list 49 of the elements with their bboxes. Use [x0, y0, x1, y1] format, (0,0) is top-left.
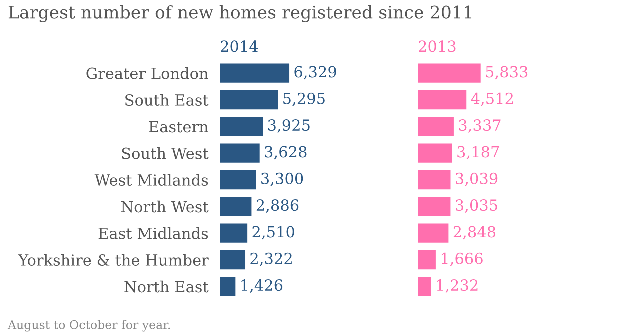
bar: [418, 170, 451, 190]
chart-subtitle: 2014: [221, 40, 258, 52]
data-label: 3,035: [456, 200, 498, 213]
bar: [220, 224, 248, 243]
bar: [220, 117, 264, 136]
data-label: 3,925: [268, 120, 310, 133]
data-label: 3,628: [265, 146, 307, 160]
data-label: 3,187: [458, 146, 500, 160]
data-label: 4,512: [471, 92, 514, 106]
y-tick-label: Greater London: [86, 68, 208, 80]
bar: [418, 224, 449, 243]
bar: [220, 170, 256, 190]
data-label: 2,848: [454, 226, 496, 240]
data-label: 5,833: [486, 66, 528, 80]
y-tick-label: South West: [122, 148, 209, 160]
data-label: 3,337: [459, 120, 501, 133]
data-label: 1,666: [442, 252, 483, 266]
y-tick-label: Yorkshire & the Humber: [18, 254, 209, 266]
bar: [220, 64, 290, 83]
data-label: 2,886: [256, 200, 299, 213]
data-label: 6,329: [294, 66, 336, 80]
bar: [220, 90, 278, 110]
chart-title: Largest number of new homes registered since 2011: [8, 5, 472, 23]
bar: [418, 64, 481, 83]
text: August to October for year.: [8, 320, 170, 332]
chart-subtitle: 2013: [419, 40, 456, 52]
data-label: 1,426: [242, 280, 283, 293]
data-label: 2,510: [252, 226, 294, 240]
data-label: 1,232: [437, 280, 478, 293]
y-tick-label: South East: [126, 94, 209, 106]
bar: [220, 197, 252, 216]
bar: [220, 250, 246, 270]
bar: [418, 117, 454, 136]
data-label: 3,039: [456, 172, 498, 186]
y-tick-label: East Midlands: [98, 228, 208, 240]
bar: [220, 277, 236, 296]
data-label: 3,300: [262, 172, 304, 186]
y-tick-label: Eastern: [149, 121, 208, 133]
bar: [418, 197, 451, 216]
data-label: 2,322: [250, 252, 292, 266]
y-tick-label: West Midlands: [94, 174, 208, 186]
bar: [418, 250, 436, 270]
bar: [220, 144, 260, 163]
data-label: 5,295: [284, 92, 325, 106]
bar: [418, 144, 452, 163]
bar: [418, 277, 432, 296]
y-tick-label: North West: [121, 200, 209, 213]
y-tick-label: North East: [124, 280, 209, 293]
bar: [418, 90, 467, 110]
